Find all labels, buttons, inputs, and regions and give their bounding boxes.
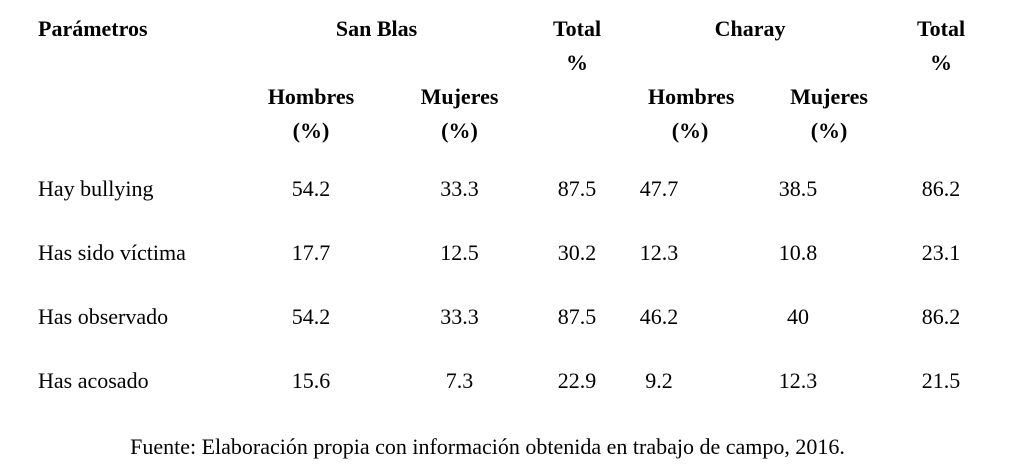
data-cell: 7.3 <box>445 368 474 393</box>
col-group-charay: Charay <box>617 12 895 80</box>
data-cell: 54.2 <box>291 304 331 329</box>
data-cell: 86.2 <box>921 176 961 201</box>
data-cell: 12.5 <box>440 240 479 265</box>
col-header-ch-hombres: Hombres (%) <box>617 80 734 172</box>
col-header-parametros: Parámetros <box>38 16 148 41</box>
data-cell: 15.6 <box>291 368 331 393</box>
data-cell: 9.2 <box>645 368 673 393</box>
col-header-sb-hombres: Hombres (%) <box>240 80 382 172</box>
data-cell: 47.7 <box>639 176 679 201</box>
data-cell: 54.2 <box>291 176 331 201</box>
data-cell: 87.5 <box>557 176 597 201</box>
percent-paren-label: (%) <box>810 118 848 143</box>
total-label: Total <box>552 16 602 41</box>
col-header-total-charay: Total % <box>895 12 987 172</box>
table-row: Hay bullying 54.2 33.3 87.5 47.7 38.5 86… <box>38 172 987 236</box>
col-header-ch-mujeres: Mujeres (%) <box>701 80 895 172</box>
san-blas-group-label: San Blas <box>335 16 418 41</box>
hombres-charay-block: Hombres (%) <box>648 80 735 148</box>
data-cell: 12.3 <box>778 368 818 393</box>
data-cell: 21.5 <box>921 368 961 393</box>
percent-paren-label: (%) <box>441 118 478 143</box>
table-row: Has sido víctima 17.7 12.5 30.2 12.3 10.… <box>38 236 987 300</box>
data-cell: 12.3 <box>639 240 679 265</box>
mujeres-label: Mujeres <box>790 84 868 109</box>
row-label: Hay bullying <box>38 176 154 201</box>
table-row: Has acosado 15.6 7.3 22.9 9.2 12.3 21.5 <box>38 364 987 428</box>
hombres-label: Hombres <box>267 84 355 109</box>
col-header-sb-mujeres: Mujeres (%) <box>382 80 537 172</box>
data-cell: 46.2 <box>639 304 679 329</box>
mujeres-charay-block: Mujeres (%) <box>732 80 926 148</box>
percent-paren-label: (%) <box>292 118 330 143</box>
data-cell: 40 <box>787 304 810 329</box>
percent-paren-label: (%) <box>671 118 709 143</box>
mujeres-label: Mujeres <box>420 84 499 109</box>
total-label: Total <box>916 16 966 41</box>
row-label: Has acosado <box>38 368 149 393</box>
col-header-total-san-blas: Total % <box>537 12 617 172</box>
header-row-groups: Parámetros San Blas Total % Charay Total… <box>38 12 987 80</box>
data-cell: 10.8 <box>778 240 818 265</box>
row-label: Has sido víctima <box>38 240 186 265</box>
data-cell: 87.5 <box>557 304 597 329</box>
data-cell: 23.1 <box>921 240 961 265</box>
data-cell: 86.2 <box>921 304 961 329</box>
source-note: Fuente: Elaboración propia con informaci… <box>130 434 845 459</box>
data-cell: 33.3 <box>440 304 479 329</box>
row-label: Has observado <box>38 304 169 329</box>
bullying-results-table: Parámetros San Blas Total % Charay Total… <box>38 12 987 428</box>
col-group-san-blas: San Blas <box>240 12 537 80</box>
table-row: Has observado 54.2 33.3 87.5 46.2 40 86.… <box>38 300 987 364</box>
data-cell: 33.3 <box>440 176 479 201</box>
data-cell: 22.9 <box>557 368 597 393</box>
hombres-label: Hombres <box>648 84 735 109</box>
percent-label: % <box>566 50 589 75</box>
charay-group-label: Charay <box>714 16 786 41</box>
percent-label: % <box>930 50 953 75</box>
data-cell: 38.5 <box>778 176 818 201</box>
data-cell: 30.2 <box>557 240 597 265</box>
data-cell: 17.7 <box>291 240 331 265</box>
header-row-subcolumns: Hombres (%) Mujeres (%) Hombres (%) Muje… <box>38 80 987 172</box>
